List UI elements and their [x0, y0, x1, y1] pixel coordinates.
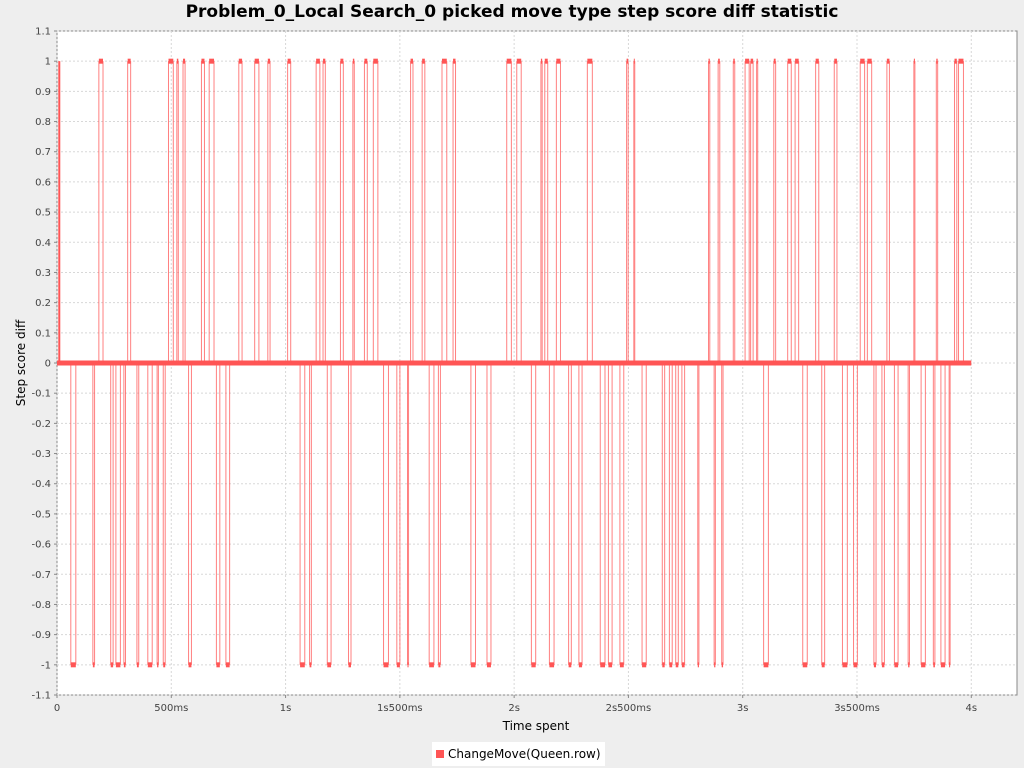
x-tick-label: 0 [54, 703, 60, 714]
y-tick-label: -0.4 [31, 479, 51, 490]
y-tick-label: 0.3 [35, 268, 51, 279]
y-tick-label: -0.1 [31, 389, 51, 400]
axes: 1.1 1 0.9 0.8 0.7 0.6 0.5 0.4 0.3 0.2 0.1 0 -0.1 -0.2… [31, 27, 977, 715]
x-tick-label: 3s [737, 703, 749, 714]
y-tick-label: 0.5 [35, 208, 51, 219]
y-tick-label: 1 [45, 57, 51, 68]
x-tick-label: 1s500ms [377, 703, 423, 714]
y-tick-label: -0.7 [31, 570, 51, 581]
y-tick-label: 0.6 [35, 177, 51, 188]
x-tick-label: 4s [965, 703, 977, 714]
x-tick-label: 3s500ms [834, 703, 880, 714]
y-tick-label: 0.9 [35, 87, 51, 98]
x-tick-label: 500ms [154, 703, 188, 714]
y-tick-label: 0.4 [35, 238, 51, 249]
y-tick-label: -0.3 [31, 449, 51, 460]
y-tick-label: 0.1 [35, 328, 51, 339]
y-tick-label: 1.1 [35, 27, 51, 38]
y-tick-label: -0.5 [31, 509, 51, 520]
legend-swatch [436, 750, 444, 758]
y-axis-title: Step score diff [14, 319, 28, 406]
legend-label: ChangeMove(Queen.row) [448, 747, 601, 761]
y-tick-label: -1.1 [31, 691, 51, 702]
chart-title: Problem_0_Local Search_0 picked move typ… [185, 2, 839, 22]
y-tick-label: 0.7 [35, 147, 51, 158]
legend: ChangeMove(Queen.row) [432, 742, 605, 766]
x-axis-title: Time spent [502, 719, 570, 733]
y-tick-label: -0.2 [31, 419, 51, 430]
y-tick-label: -1 [41, 660, 51, 671]
y-tick-label: -0.9 [31, 630, 51, 641]
x-tick-label: 1s [280, 703, 292, 714]
x-tick-label: 2s [508, 703, 520, 714]
x-tick-label: 2s500ms [606, 703, 652, 714]
y-tick-label: 0 [45, 359, 51, 370]
y-tick-label: -0.6 [31, 540, 51, 551]
series-ChangeMove [57, 58, 972, 668]
y-tick-label: 0.8 [35, 117, 51, 128]
y-tick-label: 0.2 [35, 298, 51, 309]
y-tick-label: -0.8 [31, 600, 51, 611]
